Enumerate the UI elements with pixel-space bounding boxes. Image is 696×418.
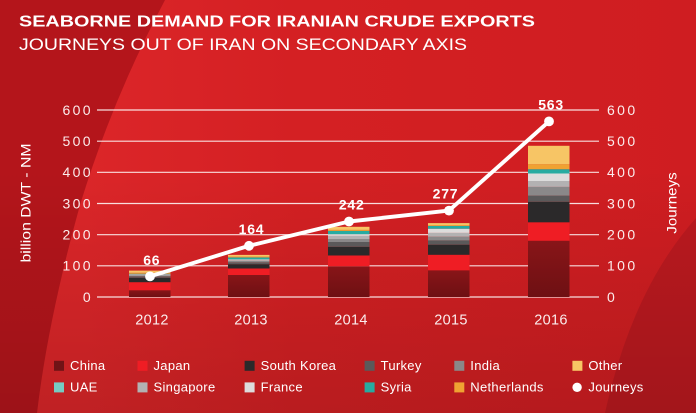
svg-text:Japan: Japan [154, 358, 191, 373]
svg-text:Turkey: Turkey [381, 358, 422, 373]
svg-text:2016: 2016 [534, 313, 567, 329]
svg-text:France: France [261, 380, 303, 395]
svg-text:UAE: UAE [70, 380, 98, 395]
svg-text:Other: Other [588, 358, 622, 373]
svg-text:JOURNEYS OUT OF IRAN ON SECOND: JOURNEYS OUT OF IRAN ON SECONDARY AXIS [19, 35, 467, 54]
svg-text:2012: 2012 [135, 313, 168, 329]
svg-text:South Korea: South Korea [261, 358, 337, 373]
svg-text:500: 500 [62, 133, 93, 149]
svg-text:66: 66 [143, 252, 160, 268]
svg-text:400: 400 [607, 164, 638, 180]
svg-text:277: 277 [433, 186, 459, 202]
svg-text:200: 200 [62, 227, 93, 243]
svg-text:India: India [470, 358, 500, 373]
svg-text:300: 300 [607, 195, 638, 211]
svg-text:200: 200 [607, 227, 638, 243]
svg-text:China: China [70, 358, 106, 373]
svg-text:0: 0 [607, 289, 617, 305]
svg-text:600: 600 [607, 102, 638, 118]
svg-text:300: 300 [62, 195, 93, 211]
svg-text:2014: 2014 [334, 313, 367, 329]
svg-text:242: 242 [339, 197, 365, 213]
svg-text:Netherlands: Netherlands [470, 380, 544, 395]
svg-text:600: 600 [62, 102, 93, 118]
svg-text:500: 500 [607, 133, 638, 149]
svg-text:Singapore: Singapore [154, 380, 216, 395]
svg-text:2015: 2015 [434, 313, 467, 329]
svg-text:billion DWT - NM: billion DWT - NM [18, 144, 34, 263]
svg-text:Journeys: Journeys [665, 172, 680, 234]
svg-text:400: 400 [62, 164, 93, 180]
svg-text:164: 164 [239, 221, 265, 237]
svg-text:100: 100 [607, 258, 638, 274]
svg-text:0: 0 [83, 289, 93, 305]
svg-text:Journeys: Journeys [588, 380, 643, 395]
svg-text:100: 100 [62, 258, 93, 274]
svg-text:Syria: Syria [381, 380, 413, 395]
svg-text:563: 563 [538, 96, 564, 112]
svg-text:SEABORNE DEMAND FOR IRANIAN CR: SEABORNE DEMAND FOR IRANIAN CRUDE EXPORT… [19, 14, 535, 31]
svg-text:2013: 2013 [234, 313, 267, 329]
